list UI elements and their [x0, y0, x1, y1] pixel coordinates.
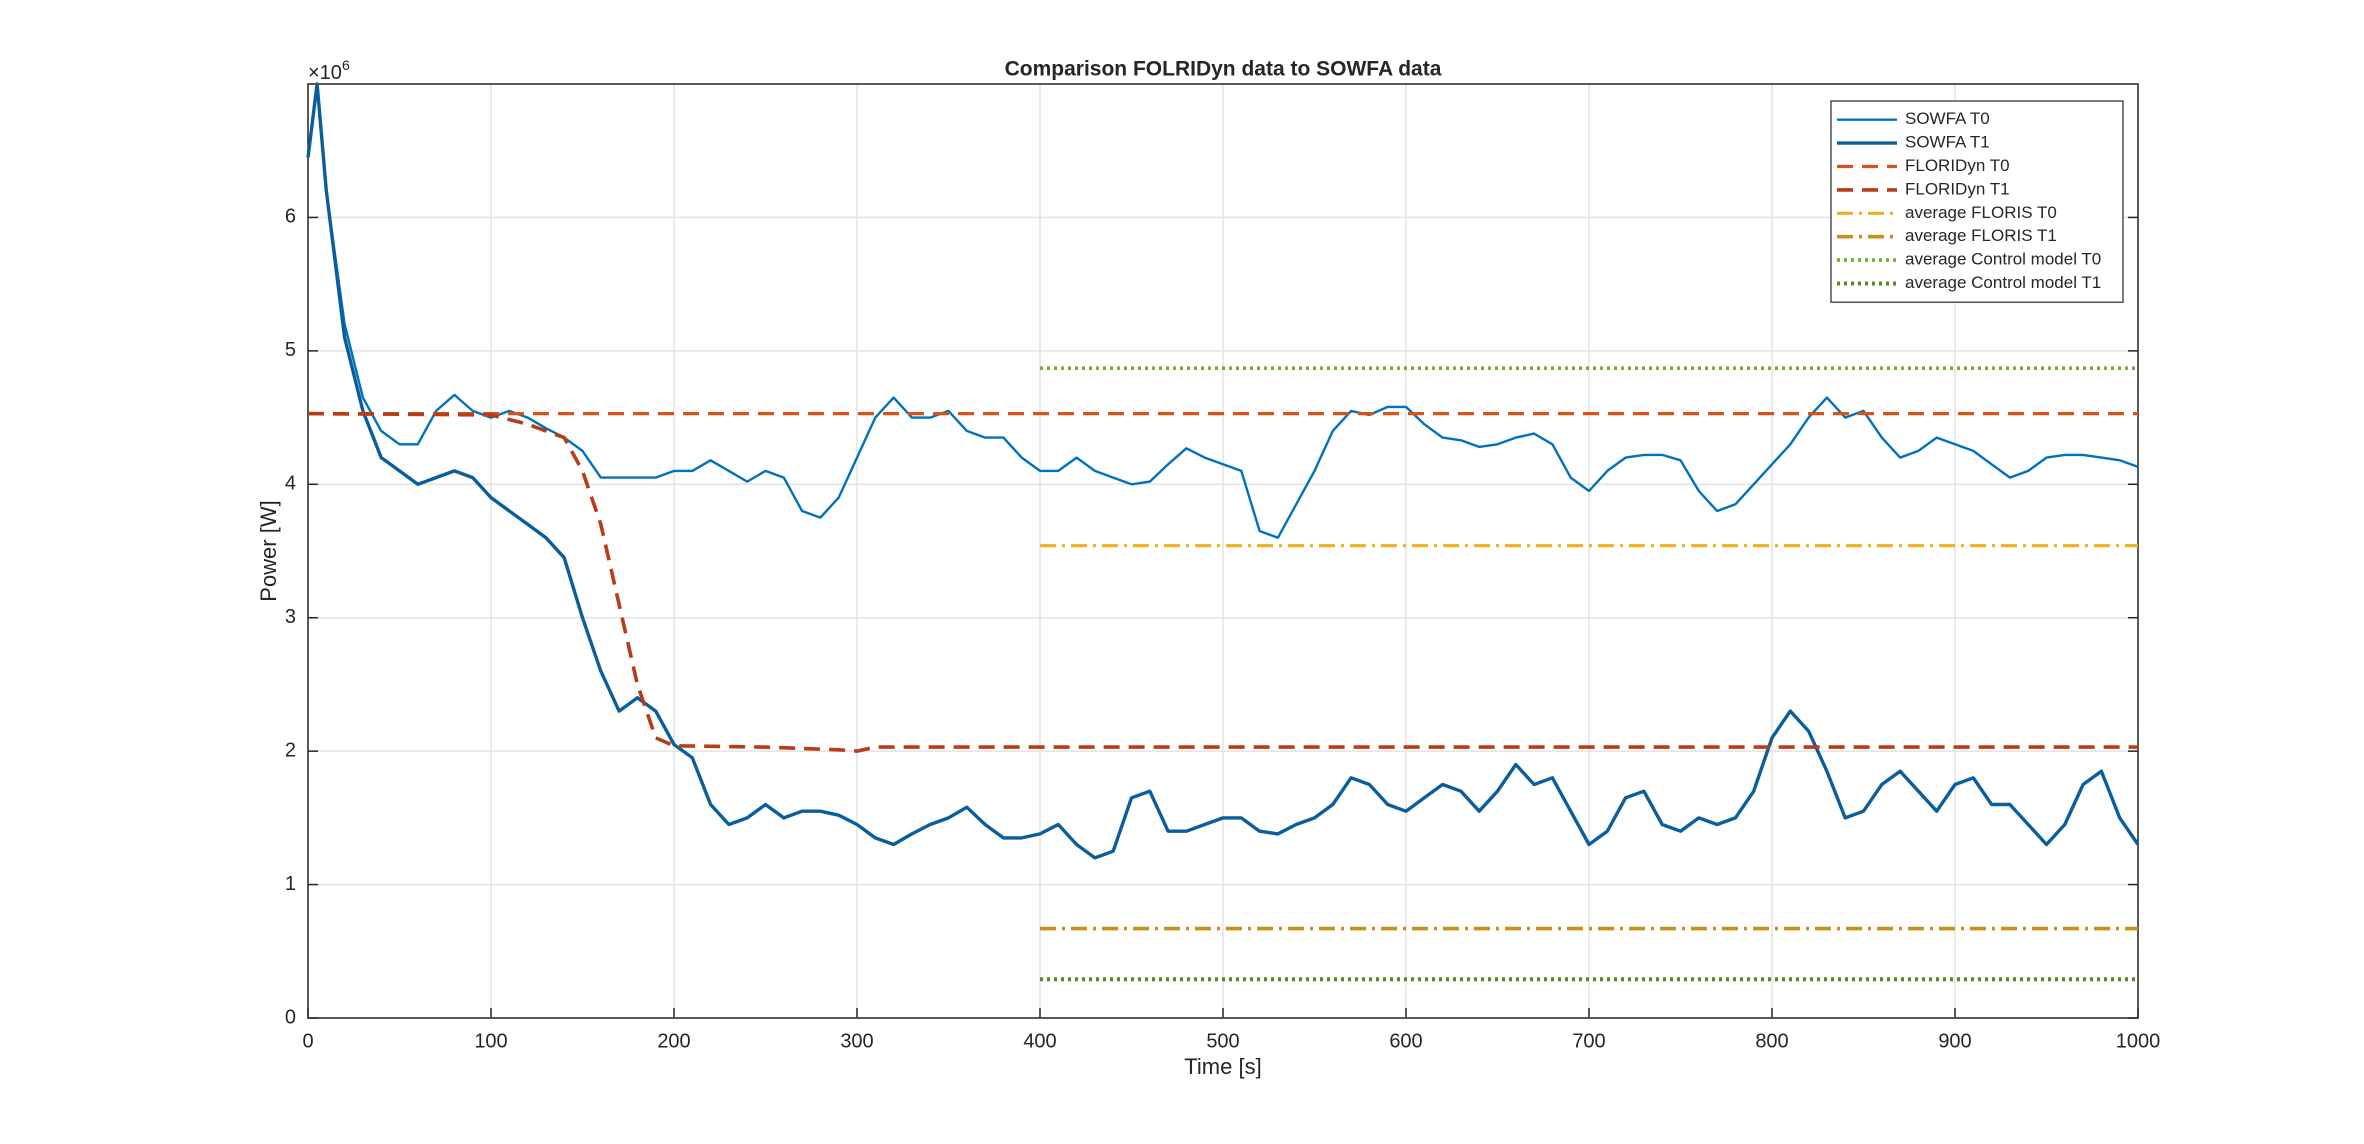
- y-tick-label: 4: [285, 473, 296, 495]
- legend-label: FLORIDyn T0: [1905, 156, 2010, 175]
- x-tick-label: 400: [1023, 1030, 1056, 1052]
- legend-label: average FLORIS T1: [1905, 226, 2057, 245]
- x-tick-label: 300: [840, 1030, 873, 1052]
- y-tick-label: 3: [285, 606, 296, 628]
- legend-label: SOWFA T1: [1905, 133, 1990, 152]
- legend: SOWFA T0 SOWFA T1 FLORIDyn T0 FLORIDyn T1 av…: [1830, 100, 2124, 303]
- y-tick-label: 1: [285, 873, 296, 895]
- series-line: [306, 82, 2140, 860]
- y-tick-label: 0: [285, 1006, 296, 1028]
- x-tick-label: 1000: [2116, 1030, 2161, 1052]
- series-line: [307, 411, 2138, 753]
- legend-label: average FLORIS T0: [1905, 203, 2057, 222]
- axes-box: [307, 83, 2139, 1019]
- x-tick-label: 800: [1755, 1030, 1788, 1052]
- series-line: [306, 82, 2139, 539]
- x-tick-label: 200: [657, 1030, 690, 1052]
- x-tick-label: 600: [1389, 1030, 1422, 1052]
- y-tick-label: 5: [285, 339, 296, 361]
- x-tick-label: 100: [474, 1030, 507, 1052]
- x-tick-label: 700: [1572, 1030, 1605, 1052]
- x-tick-label: 0: [302, 1030, 313, 1052]
- y-multiplier: ×106: [308, 57, 350, 85]
- x-axis-label: Time [s]: [1184, 1054, 1261, 1079]
- y-multiplier-exponent: 6: [342, 57, 350, 73]
- legend-label: average Control model T1: [1905, 273, 2101, 292]
- y-axis-label: Power [W]: [256, 500, 281, 601]
- legend-label: SOWFA T0: [1905, 109, 1990, 128]
- legend-label: average Control model T0: [1905, 250, 2101, 269]
- y-multiplier-base: ×10: [308, 62, 342, 84]
- x-tick-label: 900: [1938, 1030, 1971, 1052]
- x-tick-label: 500: [1206, 1030, 1239, 1052]
- chart-title: Comparison FOLRIDyn data to SOWFA data: [1005, 58, 1442, 81]
- grid: 0 100 200 300 400 500 600 700 800 900 1000 0 1 2 3 4 5 6: [285, 83, 2161, 1052]
- y-tick-label: 2: [285, 739, 296, 761]
- plot-area: [306, 82, 2140, 982]
- y-tick-label: 6: [285, 206, 296, 228]
- legend-box: [1830, 100, 2124, 303]
- legend-label: FLORIDyn T1: [1905, 179, 2010, 198]
